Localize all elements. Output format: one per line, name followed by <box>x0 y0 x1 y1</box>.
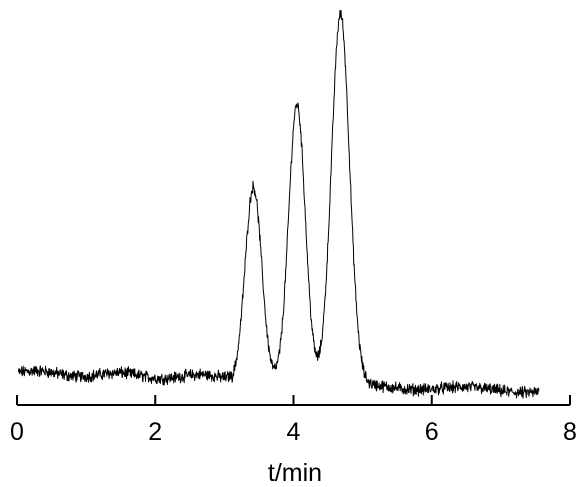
x-ticks: 0 2 4 6 8 <box>10 395 577 446</box>
chromatogram-signal-line <box>17 9 540 399</box>
x-tick-label-6: 6 <box>425 418 439 446</box>
x-tick-label-8: 8 <box>563 418 577 446</box>
x-tick-label-4: 4 <box>287 418 301 446</box>
plot-area <box>17 9 540 399</box>
x-tick-label-2: 2 <box>148 418 162 446</box>
x-axis: 0 2 4 6 8 <box>10 395 577 446</box>
x-tick-label-0: 0 <box>10 418 24 446</box>
x-axis-title: t/min <box>268 459 322 487</box>
